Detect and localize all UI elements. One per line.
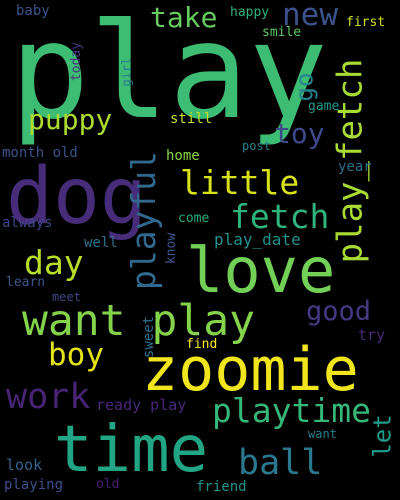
word-home: home	[166, 148, 200, 164]
word-year: year	[338, 159, 372, 175]
word-toy: toy	[274, 117, 325, 150]
word-friend: friend	[196, 479, 247, 495]
word-meet: meet	[52, 290, 81, 304]
word-first: first	[346, 15, 386, 30]
word-always: always	[2, 215, 53, 231]
word-post: post	[242, 139, 271, 153]
word-still: still	[170, 111, 213, 127]
word-well: well	[84, 235, 118, 251]
word-know: know	[164, 232, 180, 265]
word-play-date: play_date	[214, 230, 301, 249]
word-ball: ball	[238, 443, 323, 483]
word-want-play: want play	[22, 296, 255, 346]
word-let: let	[368, 414, 397, 458]
word-zoomie: zoomie	[142, 335, 359, 405]
word-ready-play: ready play	[96, 396, 187, 414]
word-new: new	[282, 0, 338, 33]
word-take: take	[150, 1, 218, 34]
word-playtime: playtime	[212, 391, 371, 430]
word-happy: happy	[230, 5, 270, 20]
word-old: old	[96, 477, 120, 492]
word-little: little	[180, 163, 300, 202]
word-puppy: puppy	[28, 103, 113, 136]
word-sweet: sweet	[141, 315, 158, 359]
word-playing: playing	[4, 477, 64, 493]
word-work: work	[6, 377, 91, 417]
word-time: time	[54, 413, 209, 487]
word-find: find	[186, 337, 218, 352]
word-day: day	[24, 243, 84, 282]
word-playful: playful	[124, 150, 164, 291]
word-month-old: month old	[2, 145, 78, 161]
word-love: love	[186, 234, 336, 307]
word-fetch: fetch	[230, 197, 330, 236]
word-look: look	[6, 456, 43, 474]
word-good: good	[306, 296, 372, 327]
word-try: try	[358, 326, 386, 344]
word-come: come	[178, 211, 210, 226]
word-boy: boy	[48, 337, 104, 373]
word-game: game	[308, 99, 340, 114]
word-dog: dog	[6, 152, 147, 242]
word-today: today	[69, 41, 85, 82]
word-go: go	[290, 72, 319, 102]
word-play: play	[10, 0, 328, 149]
word-baby: baby	[16, 3, 50, 19]
word-learn: learn	[6, 275, 46, 290]
word-smile: smile	[262, 25, 302, 40]
word-want: want	[308, 427, 337, 441]
word-girl: girl	[119, 57, 134, 87]
